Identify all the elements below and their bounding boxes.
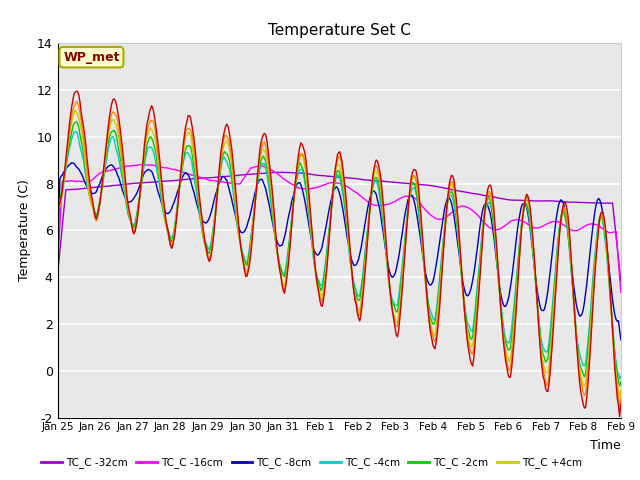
Text: WP_met: WP_met: [63, 51, 120, 64]
TC_C +12cm: [292, 170, 300, 176]
TC_C +12cm: [54, 257, 61, 263]
TC_C -16cm: [469, 208, 477, 214]
Line: TC_C -2cm: TC_C -2cm: [58, 122, 621, 386]
TC_C -16cm: [230, 181, 238, 187]
TC_C +8cm: [616, 405, 623, 410]
TC_C -32cm: [277, 169, 285, 175]
TC_C +8cm: [469, 351, 477, 357]
Line: TC_C +12cm: TC_C +12cm: [58, 91, 621, 417]
TC_C -2cm: [72, 119, 80, 125]
TC_C -4cm: [54, 256, 61, 262]
TC_C +8cm: [72, 99, 80, 105]
TC_C -2cm: [469, 335, 477, 340]
TC_C -8cm: [292, 182, 300, 188]
Legend: TC_C +8cm, TC_C +12cm: TC_C +8cm, TC_C +12cm: [37, 475, 230, 480]
TC_C +4cm: [54, 260, 61, 265]
Line: TC_C -8cm: TC_C -8cm: [58, 163, 621, 340]
TC_C -2cm: [397, 282, 404, 288]
TC_C -2cm: [370, 178, 378, 183]
TC_C -2cm: [230, 191, 238, 196]
TC_C -32cm: [566, 199, 574, 205]
Line: TC_C -4cm: TC_C -4cm: [58, 132, 621, 379]
TC_C +4cm: [616, 394, 623, 400]
TC_C -4cm: [566, 257, 574, 263]
TC_C -2cm: [616, 383, 623, 389]
TC_C -2cm: [292, 178, 300, 183]
TC_C -32cm: [397, 180, 404, 186]
TC_C +8cm: [397, 296, 404, 301]
Title: Temperature Set C: Temperature Set C: [268, 23, 411, 38]
TC_C +8cm: [566, 247, 574, 252]
TC_C +4cm: [566, 249, 574, 255]
TC_C -16cm: [370, 202, 378, 208]
TC_C +8cm: [292, 172, 300, 178]
TC_C -4cm: [616, 376, 623, 382]
TC_C +12cm: [617, 401, 625, 407]
TC_C -16cm: [617, 289, 625, 295]
TC_C -8cm: [230, 206, 238, 212]
TC_C +8cm: [54, 259, 61, 264]
TC_C +4cm: [370, 173, 378, 179]
TC_C -4cm: [370, 180, 378, 186]
TC_C -16cm: [136, 162, 144, 168]
Line: TC_C -32cm: TC_C -32cm: [58, 172, 621, 281]
TC_C +4cm: [469, 342, 477, 348]
Y-axis label: Temperature (C): Temperature (C): [19, 180, 31, 281]
TC_C -8cm: [566, 251, 574, 256]
TC_C +12cm: [370, 166, 378, 172]
TC_C +8cm: [617, 395, 625, 401]
TC_C -4cm: [617, 374, 625, 380]
TC_C -4cm: [469, 328, 477, 334]
TC_C -8cm: [469, 277, 477, 283]
TC_C +12cm: [469, 363, 477, 369]
TC_C +8cm: [370, 168, 378, 174]
Line: TC_C -16cm: TC_C -16cm: [58, 165, 621, 292]
TC_C -4cm: [72, 129, 79, 134]
TC_C +8cm: [230, 178, 238, 183]
TC_C -4cm: [292, 178, 300, 184]
TC_C -32cm: [292, 170, 300, 176]
TC_C -8cm: [397, 239, 404, 245]
TC_C +4cm: [230, 187, 238, 192]
TC_C -8cm: [370, 188, 378, 194]
TC_C -32cm: [617, 278, 625, 284]
TC_C -8cm: [68, 160, 76, 166]
TC_C +4cm: [397, 290, 404, 296]
TC_C -2cm: [617, 380, 625, 385]
TC_C +12cm: [566, 240, 574, 246]
TC_C +4cm: [292, 172, 300, 178]
TC_C -4cm: [230, 196, 238, 202]
TC_C -32cm: [469, 191, 477, 196]
TC_C -8cm: [54, 253, 61, 259]
TC_C +12cm: [616, 414, 623, 420]
TC_C +12cm: [72, 88, 80, 94]
TC_C +4cm: [617, 388, 625, 394]
TC_C -16cm: [397, 195, 404, 201]
TC_C -2cm: [54, 258, 61, 264]
TC_C +12cm: [230, 168, 238, 174]
Legend: TC_C -32cm, TC_C -16cm, TC_C -8cm, TC_C -4cm, TC_C -2cm, TC_C +4cm: TC_C -32cm, TC_C -16cm, TC_C -8cm, TC_C …: [37, 453, 586, 472]
Line: TC_C +8cm: TC_C +8cm: [58, 102, 621, 408]
Line: TC_C +4cm: TC_C +4cm: [58, 110, 621, 397]
TC_C -32cm: [229, 173, 237, 179]
TC_C -32cm: [54, 271, 61, 277]
TC_C -16cm: [54, 263, 61, 269]
TC_C +12cm: [397, 303, 404, 309]
TC_C +4cm: [72, 107, 79, 113]
TC_C -2cm: [566, 253, 574, 259]
Text: Time: Time: [590, 439, 621, 452]
TC_C -4cm: [397, 275, 404, 280]
TC_C -8cm: [617, 337, 625, 343]
TC_C -16cm: [292, 184, 300, 190]
TC_C -32cm: [370, 178, 378, 183]
TC_C -16cm: [566, 227, 574, 232]
